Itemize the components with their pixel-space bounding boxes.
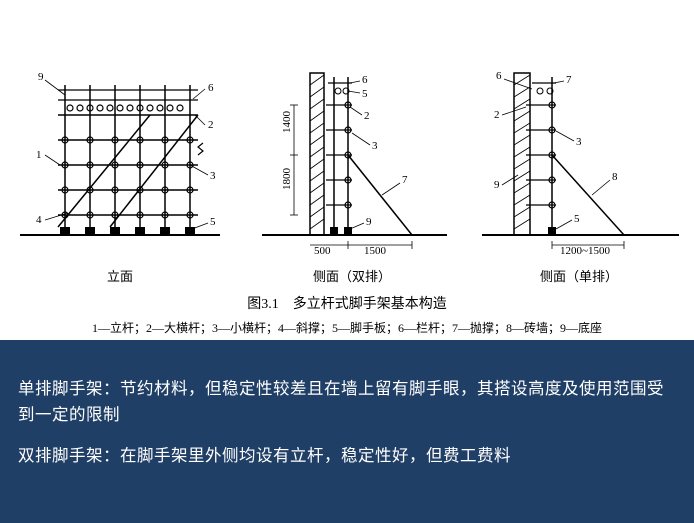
panel-side-single-label: 侧面（单排） bbox=[540, 266, 618, 285]
dim-w1: 500 bbox=[314, 245, 331, 255]
co-5: 5 bbox=[362, 88, 368, 100]
figure-legend: 1—立杆；2—大横杆；3—小横杆；4—斜撑；5—脚手板；6—栏杆；7—抛撑；8—… bbox=[10, 319, 684, 336]
panel-front: 9 6 1 2 3 4 5 立面 bbox=[10, 55, 230, 285]
dim-h1: 1400 bbox=[281, 111, 293, 134]
s-co-3: 3 bbox=[576, 136, 582, 148]
page-root: 9 6 1 2 3 4 5 立面 bbox=[0, 0, 694, 523]
co-7: 7 bbox=[402, 174, 408, 186]
s-co-5: 6 bbox=[496, 70, 502, 82]
co-3: 3 bbox=[372, 140, 378, 152]
panel-side-double-label: 侧面（双排） bbox=[313, 266, 391, 285]
dim-h2: 1800 bbox=[281, 168, 293, 191]
callout-5: 6 bbox=[208, 82, 214, 94]
callout-3: 3 bbox=[210, 170, 216, 182]
callout-4: 4 bbox=[36, 214, 42, 226]
diagram-area: 9 6 1 2 3 4 5 立面 bbox=[0, 0, 694, 340]
dim-w2: 1500 bbox=[364, 245, 387, 255]
callout-2: 2 bbox=[208, 119, 214, 131]
s-co-6: 7 bbox=[566, 74, 572, 86]
callout-9: 5 bbox=[210, 216, 216, 228]
panel-side-single: 1200~1500 6 7 2 3 9 8 5 侧面（单排） bbox=[474, 55, 684, 285]
dim-w: 1200~1500 bbox=[560, 245, 610, 255]
callout-6: 9 bbox=[38, 71, 44, 83]
description-block: 单排脚手架：节约材料，但稳定性较差且在墙上留有脚手眼，其搭设高度及使用范围受到一… bbox=[0, 340, 694, 523]
diagram-panels-row: 9 6 1 2 3 4 5 立面 bbox=[10, 8, 684, 285]
figure-title: 图3.1 多立杆式脚手架基本构造 bbox=[10, 293, 684, 313]
s-co-8: 9 bbox=[494, 179, 500, 191]
co-2: 2 bbox=[364, 110, 370, 122]
panel-front-svg: 9 6 1 2 3 4 5 bbox=[10, 55, 230, 260]
paragraph-double: 双排脚手架：在脚手架里外侧均设有立杆，稳定性好，但费工费料 bbox=[18, 443, 676, 469]
panel-side-double: 1400 1800 500 1500 6 5 2 bbox=[252, 55, 452, 285]
callout-1: 1 bbox=[36, 149, 42, 161]
panel-side-single-svg: 1200~1500 6 7 2 3 9 8 5 bbox=[474, 55, 684, 260]
co-9: 9 bbox=[366, 216, 372, 228]
s-co-7: 8 bbox=[612, 171, 618, 183]
panel-front-label: 立面 bbox=[107, 266, 133, 285]
panel-side-double-svg: 1400 1800 500 1500 6 5 2 bbox=[252, 55, 452, 260]
s-co-9: 5 bbox=[574, 213, 580, 225]
paragraph-single: 单排脚手架：节约材料，但稳定性较差且在墙上留有脚手眼，其搭设高度及使用范围受到一… bbox=[18, 376, 676, 427]
s-co-2: 2 bbox=[494, 109, 500, 121]
co-6: 6 bbox=[362, 74, 368, 86]
